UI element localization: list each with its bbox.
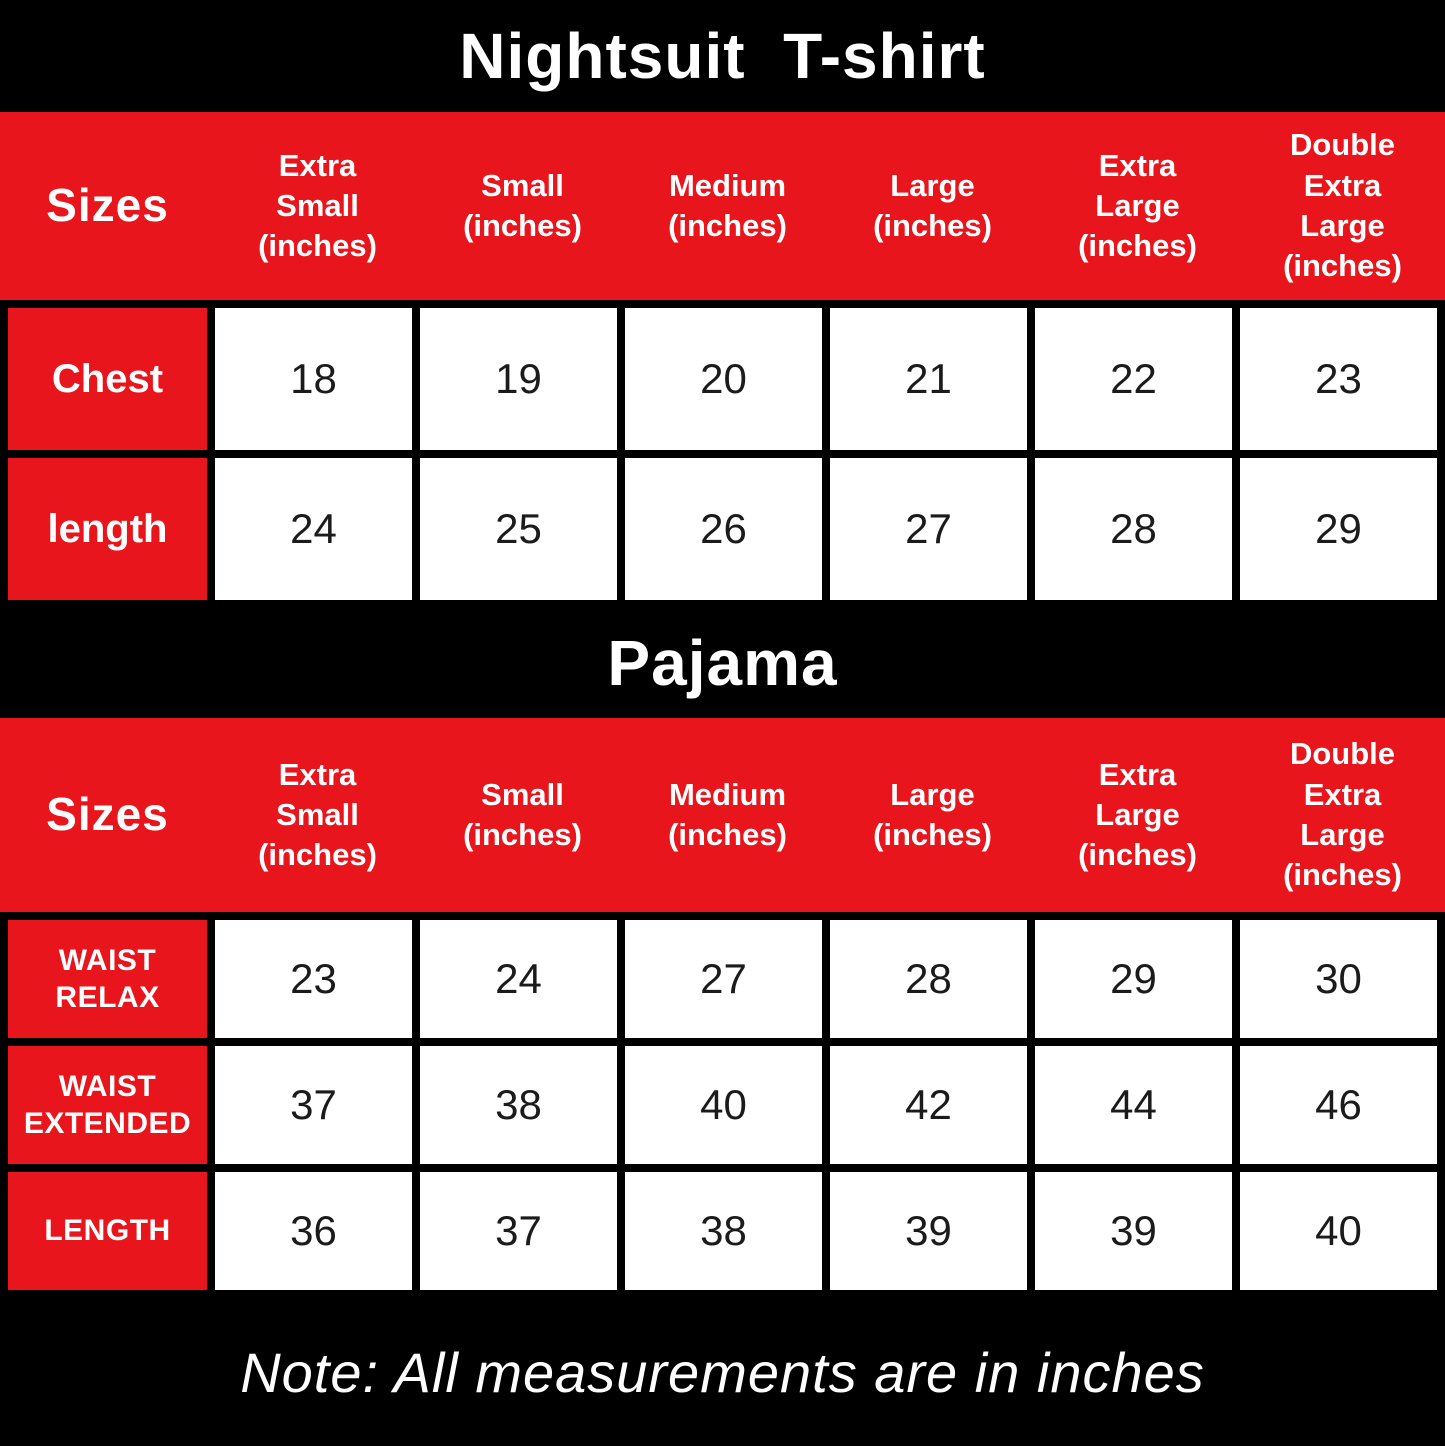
pajama-col-extra-large: Extra Large (inches)	[1078, 756, 1197, 873]
pajama-col-large: Large (inches)	[873, 776, 992, 852]
size-cell: 27	[625, 920, 822, 1038]
note-band: Note: All measurements are in inches	[0, 1298, 1445, 1446]
size-cell: 39	[1035, 1172, 1232, 1290]
size-cell: 24	[215, 458, 412, 600]
size-cell: 37	[420, 1172, 617, 1290]
tshirt-table-body: Chest 18 19 20 21 22 23 length 24 25 26 …	[0, 300, 1445, 608]
size-cell: 28	[830, 920, 1027, 1038]
size-cell: 21	[830, 308, 1027, 450]
size-cell: 44	[1035, 1046, 1232, 1164]
size-cell: 38	[420, 1046, 617, 1164]
size-cell: 37	[215, 1046, 412, 1164]
tshirt-sizes-header: Sizes	[46, 179, 169, 232]
size-cell: 24	[420, 920, 617, 1038]
tshirt-col-double-extra-large: Double Extra Large (inches)	[1283, 127, 1402, 284]
size-cell: 25	[420, 458, 617, 600]
size-cell: 23	[215, 920, 412, 1038]
size-cell: 28	[1035, 458, 1232, 600]
size-cell: 19	[420, 308, 617, 450]
pajama-col-small: Small (inches)	[463, 776, 582, 852]
tshirt-col-large: Large (inches)	[873, 167, 992, 243]
pajama-row-label-waist-extended: WAIST EXTENDED	[8, 1046, 207, 1164]
size-cell: 39	[830, 1172, 1027, 1290]
size-cell: 18	[215, 308, 412, 450]
pajama-col-extra-small: Extra Small (inches)	[258, 756, 377, 873]
size-cell: 40	[625, 1046, 822, 1164]
size-cell: 20	[625, 308, 822, 450]
pajama-header-row: Sizes Extra Small (inches) Small (inches…	[0, 718, 1445, 912]
size-cell: 42	[830, 1046, 1027, 1164]
tshirt-title: Nightsuit T-shirt	[459, 20, 986, 92]
pajama-table-body: WAIST RELAX 23 24 27 28 29 30 WAIST EXTE…	[0, 912, 1445, 1298]
pajama-sizes-header: Sizes	[46, 788, 169, 841]
tshirt-title-band: Nightsuit T-shirt	[0, 0, 1445, 112]
size-cell: 46	[1240, 1046, 1437, 1164]
pajama-title-band: Pajama	[0, 608, 1445, 718]
size-cell: 38	[625, 1172, 822, 1290]
size-cell: 22	[1035, 308, 1232, 450]
size-cell: 40	[1240, 1172, 1437, 1290]
size-cell: 30	[1240, 920, 1437, 1038]
measurements-note: Note: All measurements are in inches	[240, 1340, 1205, 1404]
pajama-col-double-extra-large: Double Extra Large (inches)	[1283, 736, 1402, 893]
size-cell: 36	[215, 1172, 412, 1290]
size-cell: 23	[1240, 308, 1437, 450]
tshirt-col-extra-large: Extra Large (inches)	[1078, 147, 1197, 264]
size-cell: 26	[625, 458, 822, 600]
pajama-col-medium: Medium (inches)	[668, 776, 787, 852]
pajama-row-label-waist-relax: WAIST RELAX	[8, 920, 207, 1038]
pajama-row-label-length: LENGTH	[8, 1172, 207, 1290]
pajama-title: Pajama	[607, 627, 838, 699]
tshirt-col-extra-small: Extra Small (inches)	[258, 147, 377, 264]
tshirt-col-small: Small (inches)	[463, 167, 582, 243]
tshirt-header-row: Sizes Extra Small (inches) Small (inches…	[0, 112, 1445, 300]
tshirt-row-label-chest: Chest	[8, 308, 207, 450]
size-cell: 27	[830, 458, 1027, 600]
tshirt-col-medium: Medium (inches)	[668, 167, 787, 243]
size-cell: 29	[1240, 458, 1437, 600]
tshirt-row-label-length: length	[8, 458, 207, 600]
size-cell: 29	[1035, 920, 1232, 1038]
